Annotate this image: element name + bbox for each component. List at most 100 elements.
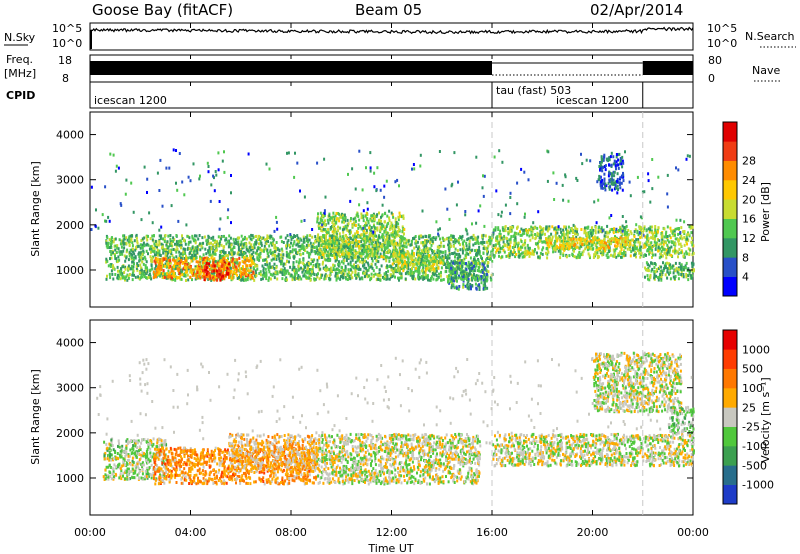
- range-gate-cell: [334, 230, 337, 234]
- range-gate-cell: [401, 235, 404, 239]
- range-gate-cell: [252, 236, 255, 240]
- range-gate-cell: [461, 258, 464, 262]
- range-gate-cell: [366, 230, 368, 234]
- range-gate-cell: [387, 269, 390, 273]
- range-gate-cell: [237, 264, 240, 268]
- range-gate-cell: [156, 245, 158, 249]
- range-gate-cell: [624, 229, 627, 233]
- range-gate-cell: [344, 219, 347, 223]
- range-gate-cell: [669, 236, 672, 240]
- range-gate-cell: [254, 235, 257, 238]
- range-gate-cell: [444, 262, 447, 266]
- range-gate-cell: [252, 255, 255, 259]
- range-gate-cell: [232, 264, 234, 268]
- range-gate-cell: [528, 248, 531, 252]
- range-gate-cell: [178, 239, 180, 243]
- range-gate-cell: [253, 258, 256, 262]
- range-gate-cell: [378, 219, 380, 223]
- range-gate-cell: [135, 236, 138, 240]
- range-gate-cell: [390, 268, 393, 272]
- range-gate-cell: [328, 240, 331, 244]
- range-gate-cell: [398, 267, 401, 271]
- range-gate-cell: [247, 259, 250, 263]
- range-gate-cell: [223, 277, 226, 281]
- range-gate-cell: [322, 247, 325, 251]
- range-gate-cell: [437, 234, 440, 238]
- range-gate-cell: [337, 229, 340, 233]
- range-gate-cell: [210, 236, 213, 240]
- range-gate-cell: [117, 277, 120, 281]
- range-gate-cell: [302, 245, 305, 249]
- range-gate-cell: [399, 235, 401, 239]
- range-gate-cell: [164, 252, 167, 256]
- range-gate-cell: [550, 232, 553, 236]
- range-gate-cell: [421, 269, 424, 273]
- range-gate-cell: [325, 269, 328, 273]
- range-gate-cell: [385, 277, 388, 281]
- range-gate-cell: [220, 237, 223, 241]
- range-gate-cell: [268, 244, 271, 248]
- range-gate-cell: [130, 256, 133, 260]
- range-gate-cell: [241, 265, 244, 269]
- range-gate-cell: [145, 272, 148, 276]
- range-gate-cell: [322, 214, 324, 218]
- range-gate-cell: [187, 267, 190, 271]
- range-gate-cell: [318, 221, 321, 225]
- range-gate-cell: [349, 263, 352, 267]
- range-gate-cell: [393, 230, 396, 234]
- range-gate-cell: [280, 262, 282, 266]
- range-gate-cell: [219, 278, 222, 282]
- range-gate-cell: [284, 271, 287, 275]
- range-gate-cell: [344, 239, 347, 243]
- range-gate-cell: [450, 238, 453, 242]
- range-gate-cell: [241, 238, 244, 242]
- range-gate-cell: [444, 256, 447, 259]
- range-gate-cell: [347, 256, 350, 260]
- range-gate-cell: [405, 238, 408, 242]
- range-gate-cell: [346, 228, 349, 232]
- range-gate-cell: [376, 255, 379, 259]
- range-gate-cell: [248, 235, 251, 239]
- range-gate-cell: [668, 246, 671, 250]
- range-gate-cell: [377, 249, 380, 253]
- range-gate-cell: [233, 267, 236, 271]
- range-gate-cell: [452, 283, 455, 287]
- range-gate-cell: [457, 274, 460, 278]
- range-gate-cell: [139, 258, 142, 262]
- range-gate-cell: [426, 255, 429, 259]
- range-gate-cell: [425, 240, 428, 243]
- range-gate-cell: [502, 240, 505, 244]
- range-gate-cell: [262, 266, 265, 270]
- range-gate-cell: [114, 254, 116, 258]
- range-gate-cell: [465, 241, 468, 245]
- range-gate-cell: [383, 253, 386, 257]
- range-gate-cell: [368, 226, 371, 230]
- range-gate-cell: [489, 236, 492, 240]
- range-gate-cell: [404, 277, 407, 281]
- range-gate-cell: [205, 266, 208, 270]
- range-gate-cell: [234, 238, 237, 242]
- range-gate-cell: [466, 282, 469, 286]
- range-gate-cell: [130, 238, 133, 242]
- range-gate-cell: [332, 250, 335, 253]
- range-gate-cell: [340, 238, 343, 242]
- range-gate-cell: [590, 247, 592, 251]
- range-gate-cell: [179, 241, 182, 245]
- range-gate-cell: [665, 241, 667, 245]
- range-gate-cell: [467, 280, 470, 283]
- range-gate-cell: [612, 231, 615, 235]
- range-gate-cell: [151, 238, 154, 242]
- range-gate-cell: [336, 217, 339, 221]
- range-gate-cell: [237, 243, 240, 247]
- range-gate-cell: [271, 241, 273, 245]
- range-gate-cell: [499, 250, 502, 254]
- range-gate-cell: [154, 261, 157, 265]
- range-gate-cell: [191, 236, 194, 240]
- range-gate-cell: [389, 244, 392, 247]
- range-gate-cell: [651, 255, 653, 259]
- range-gate-cell: [372, 232, 375, 236]
- range-gate-cell: [395, 259, 398, 263]
- range-gate-cell: [469, 283, 472, 286]
- range-gate-cell: [259, 270, 262, 274]
- range-gate-cell: [110, 256, 113, 260]
